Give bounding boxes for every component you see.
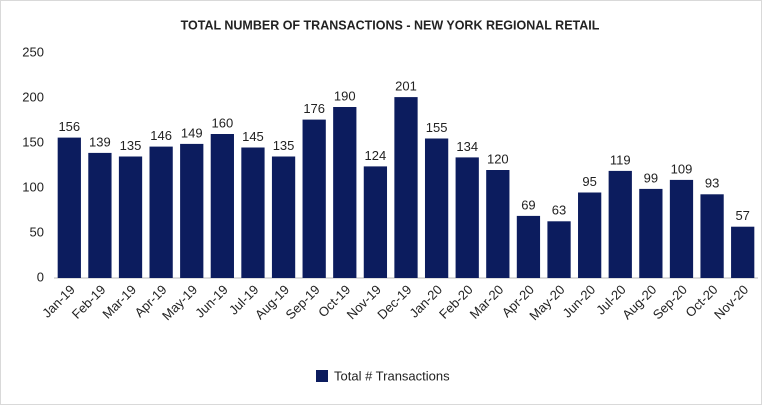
y-tick-label: 100 [22,179,44,194]
bar [608,170,632,278]
bar [516,215,541,278]
bar [210,134,234,278]
bar [424,138,449,278]
y-tick-label: 200 [22,89,44,104]
bar [578,192,602,278]
bar [363,166,388,278]
bar [180,143,204,278]
bar [394,97,418,278]
data-label: 201 [395,79,417,94]
bar [547,221,571,278]
data-label: 149 [181,125,203,140]
data-label: 139 [89,134,111,149]
legend-swatch [316,370,328,382]
y-tick-label: 250 [22,44,44,59]
data-label: 145 [242,129,264,144]
data-label: 93 [705,176,719,191]
data-label: 69 [521,197,535,212]
bar [669,179,694,278]
data-label: 124 [365,148,387,163]
data-label: 135 [273,138,295,153]
bar [486,170,510,278]
data-label: 57 [735,208,749,223]
y-tick-label: 150 [22,134,44,149]
bar [455,157,479,278]
bar [639,188,663,278]
bar [149,146,173,278]
bar [333,107,357,278]
data-label: 134 [456,139,478,154]
bar [302,119,326,278]
chart-title: TOTAL NUMBER OF TRANSACTIONS - NEW YORK … [181,18,600,32]
data-label: 99 [644,170,658,185]
bar [271,156,296,278]
bar [731,226,755,278]
y-tick-label: 0 [37,269,44,284]
bar [241,147,265,278]
data-label: 155 [426,120,448,135]
data-label: 120 [487,151,509,166]
data-label: 63 [552,203,566,218]
data-label: 146 [150,128,172,143]
data-label: 135 [120,138,142,153]
data-label: 95 [582,174,596,189]
data-label: 160 [211,115,233,130]
bar [57,137,81,278]
bar [118,156,143,278]
legend-label: Total # Transactions [334,368,450,383]
data-label: 119 [610,152,631,167]
bar [88,152,112,278]
bar [700,194,724,278]
data-label: 190 [334,88,356,103]
data-label: 176 [303,101,325,116]
y-tick-label: 50 [30,224,44,239]
data-label: 156 [58,119,80,134]
data-label: 109 [671,161,693,176]
